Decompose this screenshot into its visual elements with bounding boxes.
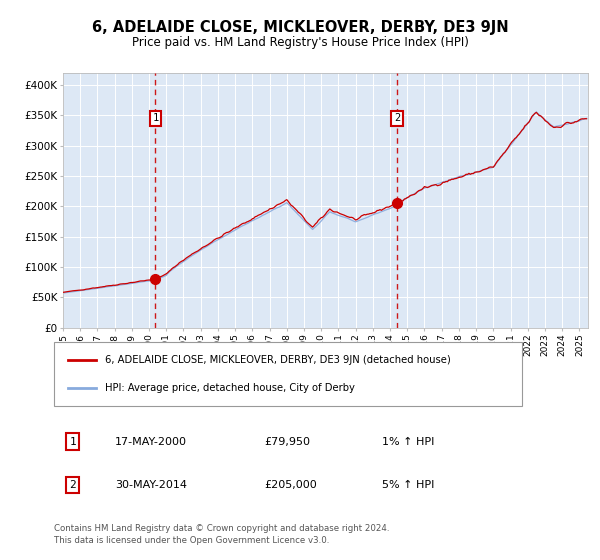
Text: £79,950: £79,950 (265, 436, 311, 446)
Text: This data is licensed under the Open Government Licence v3.0.: This data is licensed under the Open Gov… (54, 536, 329, 545)
Text: Price paid vs. HM Land Registry's House Price Index (HPI): Price paid vs. HM Land Registry's House … (131, 36, 469, 49)
Text: 17-MAY-2000: 17-MAY-2000 (115, 436, 187, 446)
Text: 2: 2 (394, 113, 400, 123)
Text: 6, ADELAIDE CLOSE, MICKLEOVER, DERBY, DE3 9JN (detached house): 6, ADELAIDE CLOSE, MICKLEOVER, DERBY, DE… (106, 354, 451, 365)
Text: HPI: Average price, detached house, City of Derby: HPI: Average price, detached house, City… (106, 383, 355, 393)
Text: 1: 1 (152, 113, 158, 123)
Text: 2: 2 (70, 480, 76, 490)
Text: 1% ↑ HPI: 1% ↑ HPI (382, 436, 434, 446)
Text: 5% ↑ HPI: 5% ↑ HPI (382, 480, 434, 490)
Text: Contains HM Land Registry data © Crown copyright and database right 2024.: Contains HM Land Registry data © Crown c… (54, 524, 389, 533)
Text: 30-MAY-2014: 30-MAY-2014 (115, 480, 187, 490)
Text: £205,000: £205,000 (265, 480, 317, 490)
Text: 1: 1 (70, 436, 76, 446)
Text: 6, ADELAIDE CLOSE, MICKLEOVER, DERBY, DE3 9JN: 6, ADELAIDE CLOSE, MICKLEOVER, DERBY, DE… (92, 20, 508, 35)
